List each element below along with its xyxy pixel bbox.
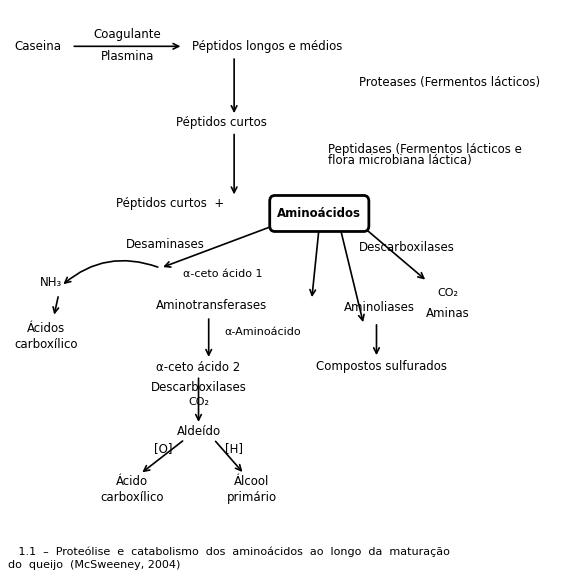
Text: Álcool
primário: Álcool primário <box>227 475 277 504</box>
Text: Compostos sulfurados: Compostos sulfurados <box>316 360 447 373</box>
Text: NH₃: NH₃ <box>40 276 62 289</box>
Text: Proteases (Fermentos lácticos): Proteases (Fermentos lácticos) <box>359 76 540 90</box>
Text: Péptidos longos e médios: Péptidos longos e médios <box>192 40 342 53</box>
Text: Péptidos curtos: Péptidos curtos <box>176 117 267 130</box>
Text: Plasmina: Plasmina <box>100 50 154 63</box>
Text: α-ceto ácido 2: α-ceto ácido 2 <box>156 361 241 374</box>
Text: α-ceto ácido 1: α-ceto ácido 1 <box>183 269 263 279</box>
Text: Peptidases (Fermentos lácticos e: Peptidases (Fermentos lácticos e <box>328 142 522 155</box>
Text: Ácido
carboxílico: Ácido carboxílico <box>101 475 164 504</box>
Text: Aminotransferases: Aminotransferases <box>156 299 267 312</box>
Text: CO₂: CO₂ <box>188 397 209 407</box>
Text: CO₂: CO₂ <box>437 288 458 298</box>
Text: Péptidos curtos  +: Péptidos curtos + <box>116 196 224 210</box>
FancyBboxPatch shape <box>270 196 369 231</box>
Text: Descarboxilases: Descarboxilases <box>359 241 455 254</box>
Text: flora microbiana láctica): flora microbiana láctica) <box>328 154 472 167</box>
Text: Caseina: Caseina <box>15 40 62 53</box>
Text: Ácidos
carboxílico: Ácidos carboxílico <box>14 322 78 351</box>
Text: Coagulante: Coagulante <box>94 28 161 41</box>
Text: Aminoliases: Aminoliases <box>343 301 415 314</box>
Text: [H]: [H] <box>225 442 243 455</box>
Text: Aminas: Aminas <box>426 307 470 320</box>
Text: Aminoácidos: Aminoácidos <box>277 207 362 220</box>
Text: α-Aminoácido: α-Aminoácido <box>224 328 301 338</box>
Text: Descarboxilases: Descarboxilases <box>151 381 246 394</box>
Text: Desaminases: Desaminases <box>126 239 205 251</box>
Text: [O]: [O] <box>153 442 172 455</box>
Text: do  queijo  (McSweeney, 2004): do queijo (McSweeney, 2004) <box>8 560 180 570</box>
Text: 1.1  –  Proteólise  e  catabolismo  dos  aminoácidos  ao  longo  da  maturação: 1.1 – Proteólise e catabolismo dos amino… <box>8 546 450 557</box>
Text: Aldeído: Aldeído <box>177 425 221 438</box>
